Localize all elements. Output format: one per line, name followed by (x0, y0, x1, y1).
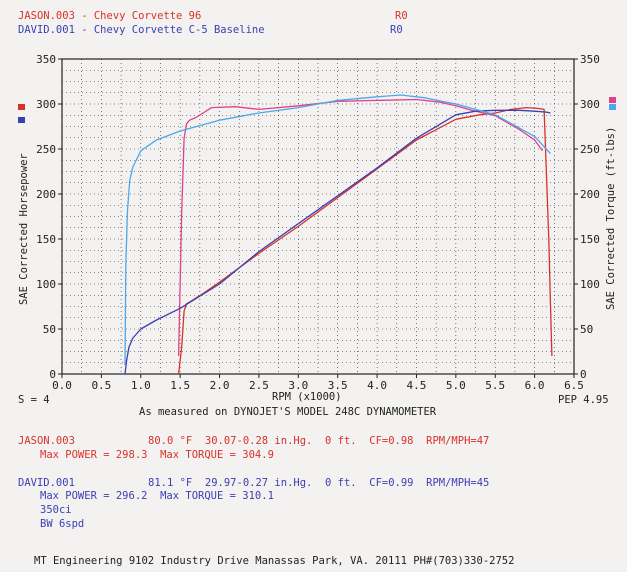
run2-conditions: 81.1 °F 29.97-0.27 in.Hg. 0 ft. CF=0.99 … (148, 477, 490, 489)
series-line-0 (177, 106, 553, 375)
run2-transmission: BW 6spd (40, 518, 85, 530)
y-tick-label-left: 0 (49, 368, 56, 381)
y-tick-label-left: 300 (36, 98, 56, 111)
series-line-3 (124, 94, 551, 366)
y-tick-label-left: 200 (36, 188, 56, 201)
run2-max-values: Max POWER = 296.2 Max TORQUE = 310.1 (40, 490, 274, 502)
y-tick-label-right: 150 (580, 233, 600, 246)
dyno-chart: 0.0 0.5 1.0 1.5 2.0 2.5 3.0 3.5 4.0 4.5 5.0 5.5 6.0 6… (18, 53, 617, 403)
series-line-2 (124, 109, 551, 375)
x-tick-label: 4.0 (367, 379, 387, 392)
series-lines (124, 94, 553, 375)
y-tick-label-left: 250 (36, 143, 56, 156)
x-tick-label: 4.5 (407, 379, 427, 392)
x-tick-label: 6.5 (564, 379, 584, 392)
y-tick-label-right: 350 (580, 53, 600, 66)
y-tick-label-right: 0 (580, 368, 587, 381)
run2-header-tag: R0 (390, 24, 403, 36)
company-footer: MT Engineering 9102 Industry Drive Manas… (34, 555, 515, 567)
x-tick-label: 6.0 (525, 379, 545, 392)
y-tick-label-right: 200 (580, 188, 600, 201)
pep-label: PEP 4.95 (558, 394, 609, 406)
y-tick-label-left: 50 (43, 323, 56, 336)
legend-marker-pink-right (609, 97, 616, 103)
x-tick-label: 1.0 (131, 379, 151, 392)
y-tick-label-right: 250 (580, 143, 600, 156)
x-tick-label: 5.5 (485, 379, 505, 392)
dyno-caption: As measured on DYNOJET'S MODEL 248C DYNA… (139, 406, 437, 418)
run2-name: DAVID.001 (18, 477, 75, 489)
y-tick-label-left: 150 (36, 233, 56, 246)
x-tick-label: 5.0 (446, 379, 466, 392)
x-tick-label: 0.5 (91, 379, 111, 392)
series-line-1 (177, 98, 544, 357)
legend-marker-lightblue-right (609, 104, 616, 110)
legend-marker-red-left (18, 104, 25, 110)
x-tick-label: 0.0 (52, 379, 72, 392)
run1-max-values: Max POWER = 298.3 Max TORQUE = 304.9 (40, 449, 274, 461)
x-tick-labels: 0.0 0.5 1.0 1.5 2.0 2.5 3.0 3.5 4.0 4.5 5.0 5.5 6.0 6… (52, 374, 584, 392)
x-tick-label: 2.5 (249, 379, 269, 392)
y-tick-label-left: 100 (36, 278, 56, 291)
y-tick-labels-right: 0 50 100 150 200 250 300 350 (574, 53, 600, 381)
run2-header-label: DAVID.001 - Chevy Corvette C-5 Baseline (18, 24, 265, 36)
y-axis-label-right: SAE Corrected Torque (ft-lbs) (605, 127, 617, 310)
x-tick-label: 1.5 (170, 379, 190, 392)
run1-conditions: 80.0 °F 30.07-0.28 in.Hg. 0 ft. CF=0.98 … (148, 435, 490, 447)
x-tick-label: 3.5 (328, 379, 348, 392)
y-tick-label-left: 350 (36, 53, 56, 66)
run1-name: JASON.003 (18, 435, 75, 447)
run1-header-label: JASON.003 - Chevy Corvette 96 (18, 10, 202, 22)
x-tick-label: 3.0 (288, 379, 308, 392)
x-tick-label: 2.0 (210, 379, 230, 392)
y-tick-label-right: 50 (580, 323, 593, 336)
run2-engine: 350ci (40, 504, 72, 516)
plot-frame (61, 58, 575, 375)
legend-marker-blue-left (18, 117, 25, 123)
y-axis-label-left: SAE Corrected Horsepower (18, 153, 30, 305)
y-tick-label-right: 300 (580, 98, 600, 111)
y-tick-label-right: 100 (580, 278, 600, 291)
y-tick-labels-left: 0 50 100 150 200 250 300 350 (36, 53, 62, 381)
x-axis-label: RPM (x1000) (272, 391, 342, 403)
chart-grid (62, 59, 574, 374)
run1-header-tag: R0 (395, 10, 408, 22)
smoothing-label: S = 4 (18, 394, 50, 406)
